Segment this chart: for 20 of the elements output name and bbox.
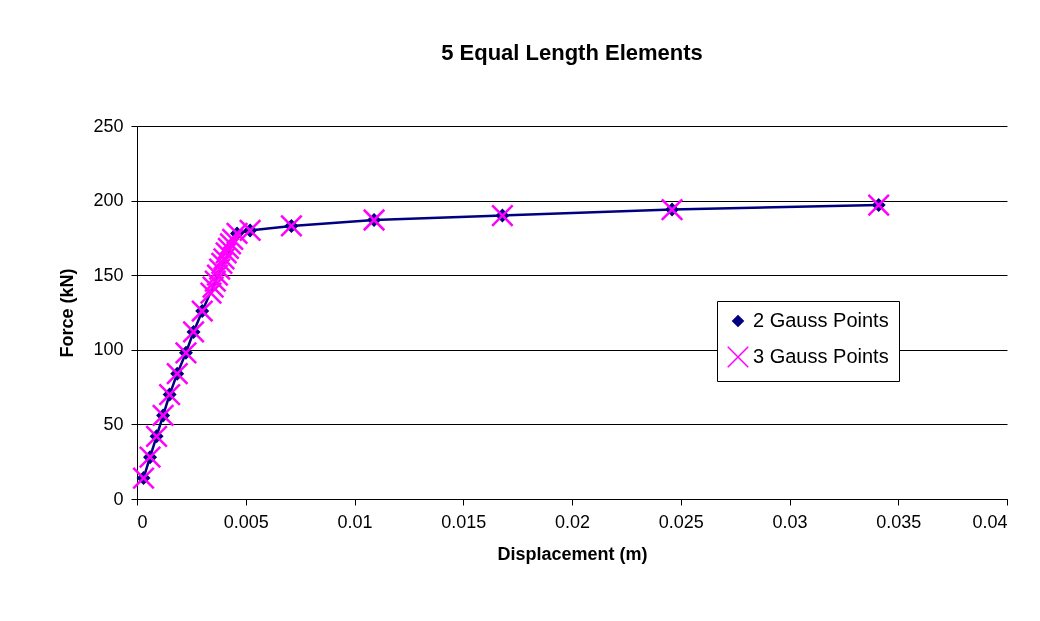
x-tick-label: 0.04 — [972, 511, 1008, 532]
x-tick-label: 0 — [137, 511, 148, 532]
y-tick-label: 50 — [103, 413, 124, 434]
y-axis-title: Force (kN) — [57, 268, 78, 358]
y-tick-label: 150 — [93, 264, 124, 285]
x-tick-label: 0.015 — [441, 511, 487, 532]
x-tick-label: 0.035 — [876, 511, 922, 532]
legend-label: 2 Gauss Points — [753, 309, 889, 331]
y-tick-label: 200 — [93, 190, 124, 211]
x-tick-label: 0.03 — [772, 511, 808, 532]
y-tick-label: 100 — [93, 339, 124, 360]
legend-label: 3 Gauss Points — [753, 345, 889, 367]
chart-title: 5 Equal Length Elements — [441, 40, 703, 65]
x-tick-label: 0.025 — [658, 511, 704, 532]
y-tick-label: 0 — [113, 488, 124, 509]
x-axis-title: Displacement (m) — [497, 543, 648, 564]
x-tick-label: 0.005 — [223, 511, 269, 532]
x-tick-label: 0.01 — [337, 511, 373, 532]
x-tick-label: 0.02 — [554, 511, 591, 532]
y-tick-label: 250 — [93, 115, 124, 136]
